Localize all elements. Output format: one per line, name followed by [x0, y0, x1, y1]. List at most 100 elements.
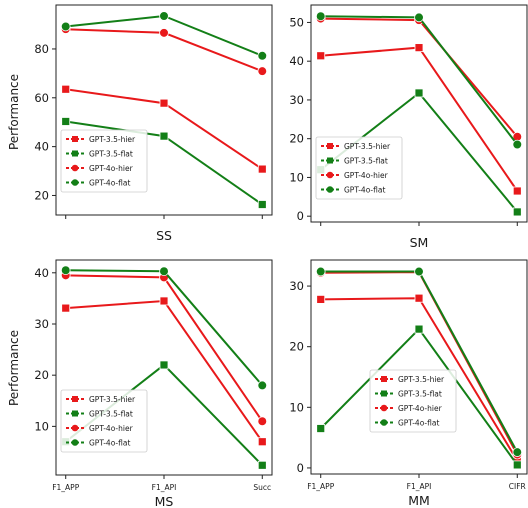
- legend-marker: [72, 150, 78, 157]
- data-point: [159, 296, 169, 306]
- legend: GPT-3.5-hier GPT-3.5-flat GPT-4o-hier GPT-4…: [315, 136, 403, 200]
- y-tick-label: 10: [289, 170, 304, 184]
- y-tick-label: 40: [34, 266, 49, 280]
- legend-frame: [60, 389, 148, 453]
- y-tick-label: 30: [289, 279, 304, 293]
- data-point: [60, 21, 71, 32]
- legend-label: GPT-4o-hier: [344, 171, 389, 180]
- legend-label: GPT-3.5-hier: [398, 375, 445, 384]
- data-point: [414, 266, 424, 277]
- legend-label: GPT-3.5-flat: [398, 390, 442, 399]
- legend-label: GPT-4o-flat: [89, 179, 130, 188]
- data-point: [257, 416, 268, 427]
- data-point: [60, 265, 71, 276]
- legend-label: GPT-3.5-hier: [89, 135, 136, 144]
- data-point: [257, 50, 268, 61]
- legend-marker: [326, 171, 334, 179]
- legend-frame: [369, 369, 457, 433]
- y-tick-label: 0: [297, 461, 304, 475]
- data-point: [512, 447, 523, 457]
- legend-label: GPT-3.5-flat: [89, 150, 133, 159]
- data-point: [512, 460, 522, 470]
- legend-label: GPT-4o-flat: [344, 186, 385, 195]
- chart-panels: 20 40 60 80 SS GPT-3.5-hier GPT-3.5-flat GPT-4o…: [34, 4, 528, 508]
- legend-marker: [327, 143, 333, 149]
- chart-panel-sm: 01020304050SMGPT-3.5-hierGPT-3.5-flatGPT…: [289, 4, 528, 250]
- legend-label: GPT-4o-flat: [89, 439, 130, 448]
- legend-marker: [72, 136, 78, 142]
- legend-label: GPT-3.5-hier: [89, 395, 136, 404]
- legend-label: GPT-4o-hier: [89, 424, 134, 433]
- data-point: [414, 12, 424, 23]
- data-point: [414, 324, 424, 334]
- x-axis-label: SS: [156, 228, 172, 243]
- legend-frame: [315, 136, 403, 200]
- data-point: [159, 266, 169, 277]
- legend-marker: [381, 390, 387, 397]
- legend-label: GPT-4o-flat: [398, 419, 439, 428]
- y-tick-label: 10: [34, 419, 49, 433]
- data-point: [414, 88, 424, 98]
- y-tick-label: 20: [34, 188, 49, 202]
- x-tick-label: F1_API: [152, 483, 177, 492]
- legend: GPT-3.5-hier GPT-3.5-flat GPT-4o-hier GPT-4…: [60, 129, 148, 193]
- data-point: [316, 295, 326, 304]
- data-point: [257, 380, 268, 391]
- legend-label: GPT-4o-hier: [398, 404, 443, 413]
- data-point: [159, 131, 169, 141]
- series-line-gpt-4o-hier: [320, 17, 519, 138]
- legend-marker: [71, 164, 79, 172]
- y-tick-label: 30: [34, 317, 49, 331]
- legend-marker: [326, 186, 334, 193]
- y-tick-label: 40: [289, 54, 304, 68]
- data-point: [257, 460, 267, 470]
- data-point: [315, 266, 326, 277]
- data-point: [257, 164, 267, 174]
- legend-marker: [72, 396, 78, 402]
- data-point: [315, 11, 326, 22]
- data-point: [512, 186, 522, 196]
- y-tick-label: 20: [289, 340, 304, 354]
- x-axis-label: SM: [410, 235, 429, 250]
- legend-marker: [71, 424, 79, 432]
- data-point: [159, 98, 169, 108]
- series-line-gpt-4o-flat: [320, 15, 519, 146]
- legend-marker: [71, 179, 79, 186]
- y-tick-label: 30: [289, 93, 304, 107]
- y-tick-label: 20: [34, 368, 49, 382]
- data-point: [61, 117, 71, 126]
- x-tick-label: F1_APP: [52, 483, 79, 492]
- data-point: [257, 200, 267, 209]
- x-axis-label: MS: [155, 494, 174, 508]
- legend-label: GPT-3.5-flat: [344, 157, 388, 166]
- x-tick-label: F1_API: [407, 482, 432, 491]
- legend-marker: [380, 419, 388, 426]
- y-tick-label: 20: [289, 132, 304, 146]
- y-tick-label: 40: [34, 140, 49, 154]
- data-point: [61, 303, 71, 313]
- data-point: [159, 28, 169, 38]
- x-tick-label: CIFR: [509, 482, 526, 491]
- legend-frame: [60, 129, 148, 193]
- legend-marker: [72, 410, 78, 417]
- y-tick-label: 50: [289, 15, 304, 29]
- y-tick-label: 10: [289, 400, 304, 414]
- data-point: [316, 424, 326, 433]
- y-axis-label-top: Performance: [7, 74, 21, 150]
- y-tick-label: 80: [34, 42, 49, 56]
- legend-marker: [381, 376, 387, 382]
- legend-label: GPT-3.5-flat: [89, 410, 133, 419]
- data-point: [512, 207, 522, 217]
- data-point: [316, 51, 326, 61]
- y-tick-label: 0: [297, 209, 304, 223]
- legend: GPT-3.5-hier GPT-3.5-flat GPT-4o-hier GPT-4…: [369, 369, 457, 433]
- y-axis-label-bottom: Performance: [7, 330, 21, 406]
- data-point: [414, 43, 424, 53]
- data-point: [159, 360, 169, 370]
- x-axis-label: MM: [408, 493, 430, 508]
- x-tick-label: F1_APP: [307, 482, 334, 491]
- axes-frame: [310, 259, 528, 475]
- legend-marker: [71, 439, 79, 446]
- data-point: [257, 66, 268, 76]
